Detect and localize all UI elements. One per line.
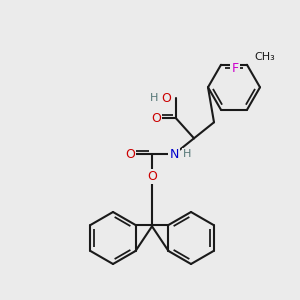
Text: CH₃: CH₃ (255, 52, 275, 62)
Text: O: O (125, 148, 135, 161)
Text: O: O (161, 92, 171, 105)
Text: O: O (147, 170, 157, 183)
Text: F: F (231, 62, 239, 75)
Text: O: O (151, 112, 161, 125)
Text: N: N (169, 148, 179, 161)
Text: H: H (150, 93, 158, 103)
Text: H: H (183, 149, 191, 159)
